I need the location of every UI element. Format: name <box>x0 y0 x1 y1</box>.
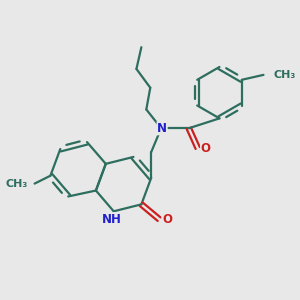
Text: CH₃: CH₃ <box>273 70 296 80</box>
Text: CH₃: CH₃ <box>5 178 28 189</box>
Text: N: N <box>157 122 167 135</box>
Text: NH: NH <box>102 213 122 226</box>
Text: O: O <box>162 213 172 226</box>
Text: O: O <box>201 142 211 154</box>
